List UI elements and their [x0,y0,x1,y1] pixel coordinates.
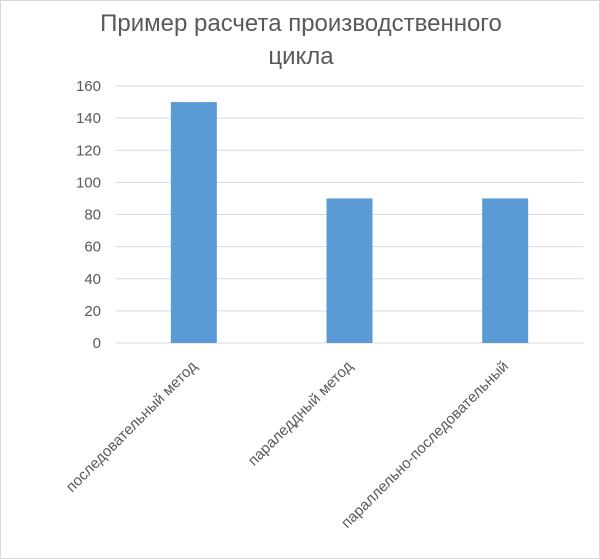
x-category-label: параллельно-последовательный [338,358,512,532]
chart-title-line-2: цикла [268,43,334,70]
y-tick-label: 80 [84,207,101,224]
x-category-label: параледдный метод [245,358,357,470]
x-category-label: последовательный метод [63,358,201,496]
y-tick-label: 100 [76,174,101,191]
bar [482,198,529,343]
y-tick-label: 60 [84,239,101,256]
chart-title-line-1: Пример расчета производственного [100,10,502,37]
y-tick-label: 160 [76,78,101,95]
y-tick-label: 40 [84,271,101,288]
chart-title: Пример расчета производственного цикла [1,7,600,73]
y-tick-label: 0 [93,335,101,352]
bar [170,102,217,343]
y-tick-label: 140 [76,110,101,127]
y-tick-label: 20 [84,303,101,320]
bar [326,198,373,343]
y-tick-label: 120 [76,142,101,159]
